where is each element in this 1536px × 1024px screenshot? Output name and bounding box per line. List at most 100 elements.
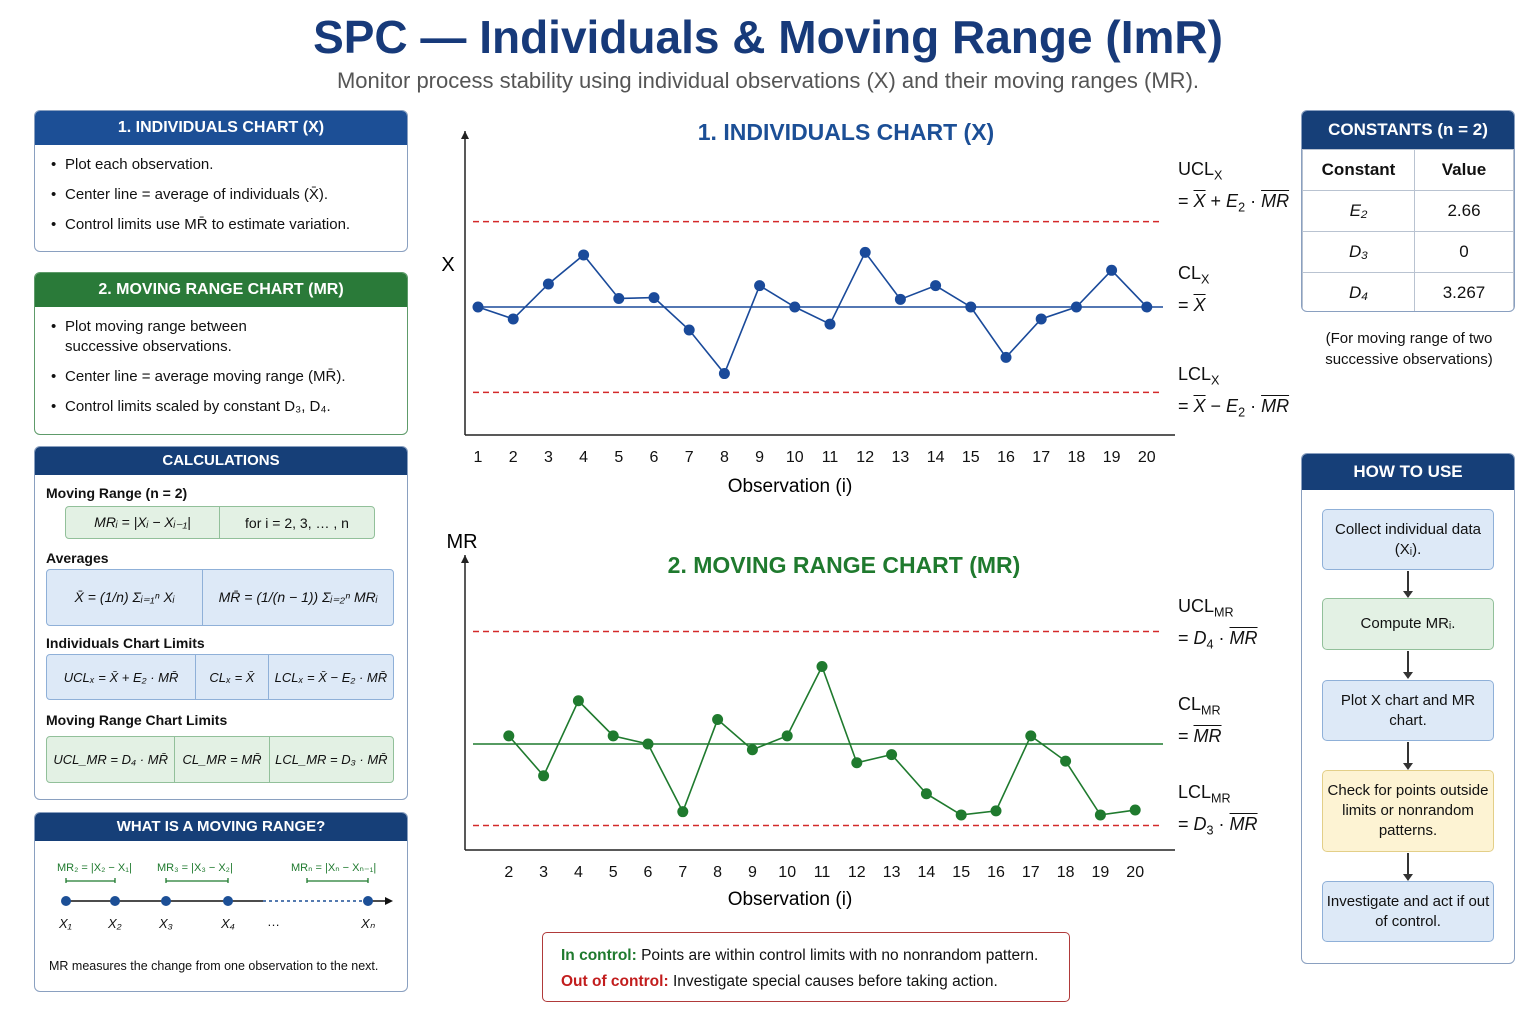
how-to-use-title: HOW TO USE xyxy=(1302,454,1514,490)
undefined-data-point xyxy=(1141,301,1153,313)
in-control-label: In control: xyxy=(561,947,637,964)
step-plot-charts: Plot X chart and MR chart. xyxy=(1322,680,1494,741)
page-subtitle: Monitor process stability using individu… xyxy=(336,68,1200,93)
x-ucl-label: UCLX = X + E2 · MR xyxy=(1178,159,1290,215)
undefined-tick-label: 18 xyxy=(1057,864,1075,881)
undefined-data-point xyxy=(607,730,619,742)
undefined-data-point xyxy=(965,301,977,313)
mr-point-label: X₃ xyxy=(158,916,173,931)
undefined-data-point xyxy=(648,292,660,304)
undefined-tick-label: 16 xyxy=(987,864,1005,881)
undefined-data-point xyxy=(642,738,654,750)
table-row: D₄ 3.267 xyxy=(1302,272,1514,311)
constants-header: Value xyxy=(1414,149,1514,191)
moving-range-formula-box: MRᵢ = |Xᵢ − Xᵢ₋₁| for i = 2, 3, … , n xyxy=(65,506,375,539)
indiv-ucl-formula: UCLₓ = X̄ + E₂ · MR̄ xyxy=(47,655,197,699)
undefined-data-point xyxy=(824,318,836,330)
constant-value: 2.66 xyxy=(1414,190,1514,232)
flow-arrow xyxy=(1403,651,1413,679)
mr-ucl-formula: UCL_MR = D₄ · MR̄ xyxy=(47,737,176,782)
x-chart-xlabel: Observation (i) xyxy=(728,476,853,497)
individuals-bullet: Center line = average of individuals (X̄… xyxy=(51,185,393,205)
individuals-bullets: Plot each observation. Center line = ave… xyxy=(35,145,407,235)
undefined-data-point xyxy=(718,368,730,380)
mr-point-label: X₁ xyxy=(58,916,72,931)
undefined-tick-label: 17 xyxy=(1022,864,1040,881)
mr-limits-box: UCL_MR = D₄ · MR̄ CL_MR = MR̄ LCL_MR = D… xyxy=(46,736,394,783)
mr-point-label: … xyxy=(267,914,280,929)
undefined-tick-label: 18 xyxy=(1068,449,1086,466)
undefined-data-point xyxy=(894,293,906,305)
mr-lcl-formula: LCL_MR = D₃ · MR̄ xyxy=(275,752,388,767)
mr-cl-formula: CL_MR = MR̄ xyxy=(175,737,270,782)
undefined-data-point xyxy=(542,278,554,290)
undefined-tick-label: 20 xyxy=(1126,864,1144,881)
table-row: E₂ 2.66 xyxy=(1302,190,1514,232)
individuals-bullet: Control limits use MR̄ to estimate varia… xyxy=(51,215,393,235)
undefined-tick-label: 2 xyxy=(509,449,518,466)
undefined-y-axis-arrow xyxy=(461,131,469,139)
undefined-data-point xyxy=(851,757,863,769)
xbar-formula: X̄ = (1/n) Σᵢ₌₁ⁿ Xᵢ xyxy=(47,570,204,625)
in-control-text: Points are within control limits with no… xyxy=(641,947,1039,964)
undefined-tick-label: 20 xyxy=(1138,449,1156,466)
mr-chart-xlabel: Observation (i) xyxy=(728,889,853,910)
undefined-tick-label: 13 xyxy=(883,864,901,881)
what-is-mr-panel: WHAT IS A MOVING RANGE? MR₂ = |X₂ − X₁| … xyxy=(34,812,408,992)
undefined-tick-label: 19 xyxy=(1092,864,1110,881)
mr-info-panel: 2. MOVING RANGE CHART (MR) Plot moving r… xyxy=(34,272,408,435)
undefined-data-point xyxy=(920,788,932,800)
undefined-tick-label: 9 xyxy=(748,864,757,881)
individuals-panel-title: 1. INDIVIDUALS CHART (X) xyxy=(35,111,407,145)
calculations-panel: CALCULATIONS Moving Range (n = 2) MRᵢ = … xyxy=(34,446,408,800)
mr-point-label: X₂ xyxy=(107,916,122,931)
undefined-data-point xyxy=(507,313,519,325)
mr-bullet: Center line = average moving range (MR̄)… xyxy=(51,367,393,387)
undefined-tick-label: 7 xyxy=(685,449,694,466)
control-status-box: In control: Points are within control li… xyxy=(542,932,1070,1002)
undefined-tick-label: 12 xyxy=(848,864,866,881)
undefined-data-point xyxy=(746,744,758,756)
undefined-series-line xyxy=(508,664,1136,816)
out-of-control-line: Out of control: Investigate special caus… xyxy=(561,969,1051,995)
constants-title: CONSTANTS (n = 2) xyxy=(1302,111,1514,149)
undefined-data-point xyxy=(816,661,828,673)
page-title: SPC — Individuals & Moving Range (ImR) xyxy=(313,11,1223,63)
undefined-tick-label: 12 xyxy=(856,449,874,466)
undefined-tick-label: 11 xyxy=(814,864,831,881)
constants-header: Constant xyxy=(1302,149,1415,191)
step-investigate: Investigate and act if out of control. xyxy=(1322,881,1494,942)
undefined-tick-label: 8 xyxy=(713,864,722,881)
undefined-tick-label: 16 xyxy=(997,449,1015,466)
constants-header-row: Constant Value xyxy=(1302,149,1514,191)
moving-range-domain: for i = 2, 3, … , n xyxy=(245,514,349,531)
undefined-data-point xyxy=(955,809,967,821)
undefined-data-point xyxy=(572,695,584,707)
undefined-data-point xyxy=(930,280,942,292)
mrbar-formula: MR̄ = (1/(n − 1)) Σᵢ₌₂ⁿ MRᵢ xyxy=(218,589,378,605)
undefined-data-point xyxy=(503,730,515,742)
table-row: D₃ 0 xyxy=(1302,231,1514,273)
flow-arrow xyxy=(1403,742,1413,770)
x-cl-label: CLX = X xyxy=(1178,263,1210,315)
mr-limits-label: Moving Range Chart Limits xyxy=(46,712,228,728)
undefined-tick-label: 11 xyxy=(822,449,839,466)
undefined-tick-label: 10 xyxy=(786,449,804,466)
mr-diagram-label: MR₃ = |X₃ − X₂| xyxy=(157,862,233,874)
mr-chart-ylabel: MR xyxy=(446,531,477,553)
x-chart-ylabel: X xyxy=(441,254,454,276)
undefined-data-point xyxy=(754,280,766,292)
undefined-data-point xyxy=(677,806,689,818)
constant-symbol: D₃ xyxy=(1302,231,1415,273)
undefined-tick-label: 19 xyxy=(1103,449,1121,466)
undefined-tick-label: 4 xyxy=(579,449,588,466)
how-to-use-panel: HOW TO USE Collect individual data (Xᵢ).… xyxy=(1301,453,1515,964)
mr-bullet: Plot moving range between successive obs… xyxy=(51,317,285,357)
undefined-tick-label: 3 xyxy=(539,864,548,881)
undefined-data-point xyxy=(859,246,871,258)
individuals-info-panel: 1. INDIVIDUALS CHART (X) Plot each obser… xyxy=(34,110,408,252)
undefined-tick-label: 1 xyxy=(474,449,483,466)
undefined-tick-label: 14 xyxy=(927,449,945,466)
flow-arrow xyxy=(1403,853,1413,881)
mr-chart-title: 2. MOVING RANGE CHART (MR) xyxy=(668,552,1021,578)
